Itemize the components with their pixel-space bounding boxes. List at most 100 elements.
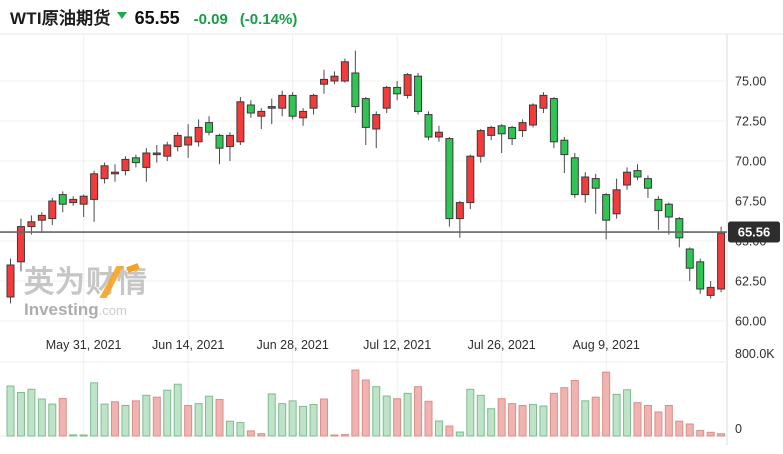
volume-bar (48, 403, 57, 437)
candle-body (309, 94, 318, 109)
candle-body (445, 138, 454, 220)
volume-bar (215, 398, 224, 437)
candle-body (497, 125, 506, 135)
volume-bar (487, 408, 496, 437)
volume-bar (163, 389, 172, 437)
x-axis-date-label: Jul 26, 2021 (468, 338, 536, 352)
candle-body (173, 134, 182, 148)
volume-bar (434, 420, 443, 437)
candle-body (16, 226, 25, 263)
volume-bar (131, 400, 140, 437)
volume-bar (560, 387, 569, 437)
candle-body (37, 214, 46, 221)
candle-body (215, 134, 224, 149)
volume-bar (100, 403, 109, 437)
volume-bar (393, 398, 402, 437)
volume-bar (633, 402, 642, 437)
volume-bar (184, 404, 193, 437)
y-axis-label: 62.50 (735, 275, 766, 289)
volume-bar (403, 392, 412, 437)
candle-body (664, 203, 673, 218)
volume-bar (340, 434, 349, 437)
chevron-down-icon[interactable] (116, 11, 127, 19)
price-change-percent: (-0.14%) (239, 11, 298, 28)
candle-body (612, 189, 621, 215)
candle-body (633, 170, 642, 178)
volume-bar (549, 392, 558, 437)
candle-body (69, 198, 78, 204)
candle-body (696, 261, 705, 290)
x-axis-date-label: May 31, 2021 (46, 338, 122, 352)
volume-bar (466, 388, 475, 437)
y-axis-label: 70.00 (735, 155, 766, 169)
volume-bar (330, 434, 339, 437)
candle-body (602, 194, 611, 221)
volume-bar (476, 394, 485, 437)
candle-body (351, 72, 360, 108)
volume-bar (37, 398, 46, 437)
candle-body (320, 78, 328, 85)
volume-bar (497, 398, 506, 437)
candle-body (393, 86, 402, 95)
volume-bar (623, 389, 632, 437)
candle-body (131, 157, 140, 164)
candle-body (299, 110, 308, 119)
volume-bar (225, 420, 234, 437)
volume-bar (685, 423, 694, 437)
candle-body (643, 178, 652, 189)
candle-body (58, 194, 67, 205)
candle-body (121, 158, 130, 172)
volume-bar (152, 396, 161, 437)
candle-body (372, 114, 381, 130)
candle-body (205, 122, 214, 133)
volume-bar (664, 404, 673, 437)
candle-body (591, 178, 600, 189)
x-axis-date-label: Aug 9, 2021 (572, 338, 639, 352)
volume-bar (424, 400, 433, 437)
candle-body (685, 248, 694, 269)
candle-body (152, 152, 161, 156)
x-axis-date-label: Jul 12, 2021 (363, 338, 431, 352)
last-price: 65.55 (134, 8, 180, 28)
candle-body (549, 98, 558, 143)
candle-body (142, 152, 151, 168)
y-axis-label: 75.00 (735, 75, 766, 89)
volume-bar (539, 405, 548, 437)
volume-bar (173, 383, 182, 437)
candle-body (340, 61, 349, 82)
candle-body (403, 74, 412, 96)
volume-bar (246, 430, 255, 437)
volume-bar (518, 404, 527, 437)
volume-bar (79, 434, 88, 437)
volume-bar (90, 382, 99, 437)
volume-bar (121, 404, 130, 437)
volume-bar (581, 400, 590, 437)
candle-body (184, 136, 193, 146)
volume-bar (16, 392, 25, 437)
candle-body (267, 106, 276, 109)
price-tag-value: 65.56 (738, 225, 771, 240)
volume-bar (612, 393, 621, 437)
candle-body (288, 94, 297, 117)
candle-body (79, 195, 88, 205)
candle-body (382, 86, 391, 109)
x-axis-date-label: Jun 14, 2021 (152, 338, 224, 352)
candle-body (414, 75, 423, 112)
candle-body (455, 202, 464, 220)
candle-body (257, 110, 266, 117)
volume-bar (278, 403, 287, 437)
candle-body (476, 130, 485, 157)
volume-bar (320, 398, 328, 437)
volume-bar (309, 404, 318, 437)
volume-bar (602, 371, 611, 437)
grid-lines (0, 33, 783, 445)
candle-body (706, 286, 715, 296)
candle-body (424, 114, 433, 138)
price-change: -0.09 (193, 11, 228, 28)
candle-body (675, 218, 684, 239)
candle-body (466, 155, 475, 204)
volume-bar (194, 403, 203, 437)
volume-bar (267, 393, 276, 437)
